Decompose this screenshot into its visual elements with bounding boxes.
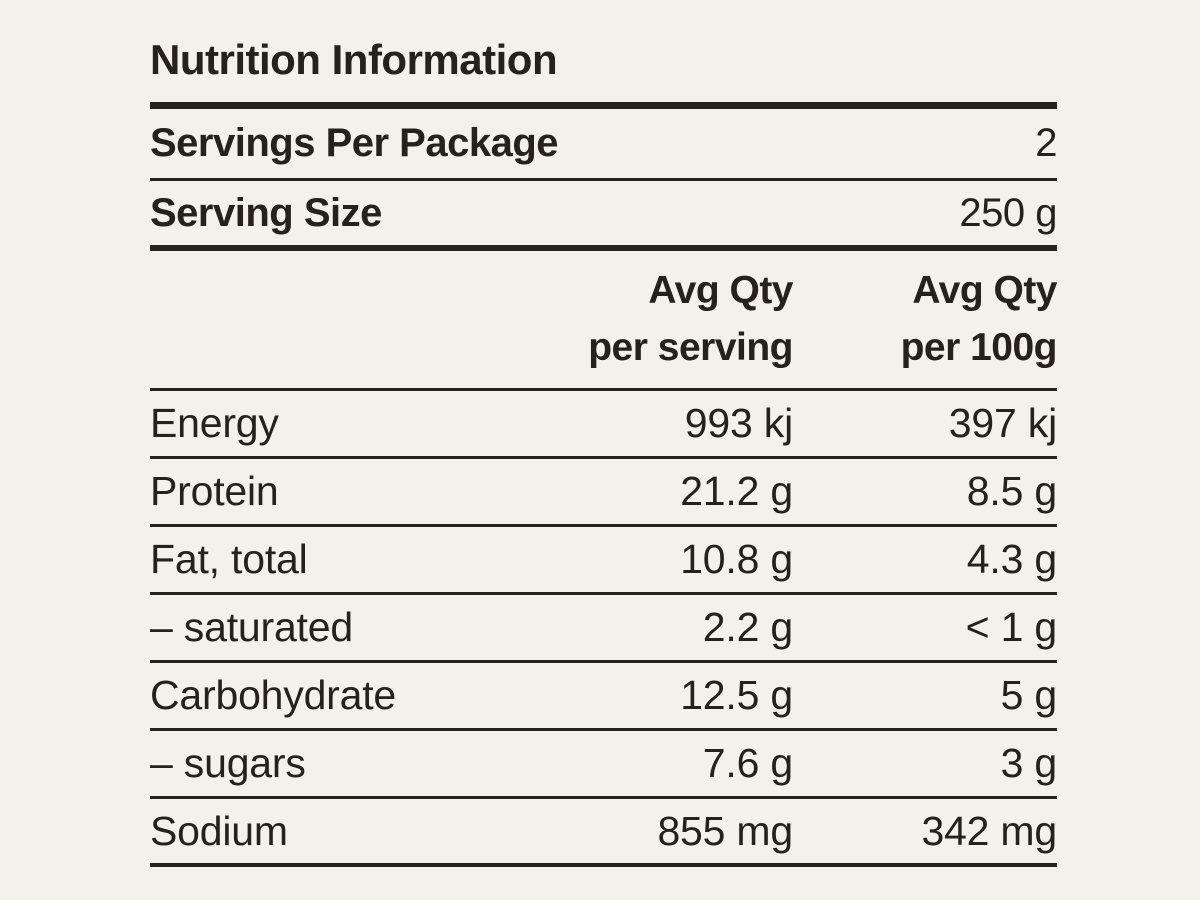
nutrient-per-100g-value: 8.5 g	[966, 468, 1057, 514]
nutrient-row: – sugars 7.6 g 3 g	[150, 731, 1057, 799]
nutrient-name: Protein	[150, 468, 279, 514]
nutrient-per-serving-value: 12.5 g	[680, 672, 793, 718]
panel-title: Nutrition Information	[150, 36, 558, 83]
per-100g-header-line1: Avg Qty	[912, 268, 1057, 312]
nutrient-name: Energy	[150, 400, 279, 446]
nutrient-per-100g-value: 397 kj	[948, 400, 1057, 446]
nutrient-name: Fat, total	[150, 536, 308, 582]
nutrient-row: – saturated 2.2 g < 1 g	[150, 595, 1057, 663]
nutrient-per-serving-value: 993 kj	[684, 400, 793, 446]
nutrient-per-serving-value: 21.2 g	[680, 468, 793, 514]
nutrient-per-serving-value: 2.2 g	[702, 604, 793, 650]
nutrient-per-serving-value: 855 mg	[657, 807, 793, 854]
serving-size-row: Serving Size 250 g	[150, 181, 1057, 245]
serving-size-rule	[150, 245, 1057, 251]
nutrient-per-serving-value: 7.6 g	[702, 740, 793, 786]
column-header-row: Avg Qty per serving Avg Qty per 100g	[150, 251, 1058, 391]
nutrition-panel: Nutrition Information Servings Per Packa…	[150, 36, 1058, 867]
nutrient-name: Carbohydrate	[150, 672, 397, 718]
nutrient-per-100g-value: 342 mg	[921, 807, 1057, 854]
nutrient-name: – sugars	[150, 740, 306, 786]
servings-per-package-row: Servings Per Package 2	[150, 109, 1057, 181]
nutrient-name: – saturated	[150, 604, 353, 650]
nutrient-row: Fat, total 10.8 g 4.3 g	[150, 527, 1057, 595]
nutrient-row: Sodium 855 mg 342 mg	[150, 799, 1057, 867]
nutrient-name: Sodium	[150, 807, 288, 854]
nutrient-per-100g-value: 5 g	[1000, 672, 1058, 718]
nutrient-per-100g-value: 4.3 g	[966, 536, 1057, 582]
serving-size-value: 250 g	[959, 190, 1057, 235]
top-rule	[150, 102, 1057, 109]
nutrient-row: Energy 993 kj 397 kj	[150, 391, 1057, 459]
per-serving-column-header: Avg Qty per serving	[513, 263, 793, 376]
nutrient-row: Carbohydrate 12.5 g 5 g	[150, 663, 1057, 731]
per-serving-header-line2: per serving	[588, 325, 793, 369]
serving-size-label: Serving Size	[150, 190, 382, 235]
servings-per-package-label: Servings Per Package	[150, 121, 559, 165]
nutrient-per-100g-value: 3 g	[1000, 740, 1058, 786]
per-100g-header-line2: per 100g	[900, 325, 1058, 369]
per-serving-header-line1: Avg Qty	[648, 268, 793, 312]
per-100g-column-header: Avg Qty per 100g	[793, 263, 1058, 376]
nutrient-rows: Energy 993 kj 397 kj Protein 21.2 g 8.5 …	[150, 391, 1057, 867]
nutrient-per-serving-value: 10.8 g	[680, 536, 793, 582]
nutrient-row: Protein 21.2 g 8.5 g	[150, 459, 1057, 527]
nutrient-per-100g-value: < 1 g	[965, 604, 1058, 650]
servings-per-package-value: 2	[1035, 121, 1057, 165]
